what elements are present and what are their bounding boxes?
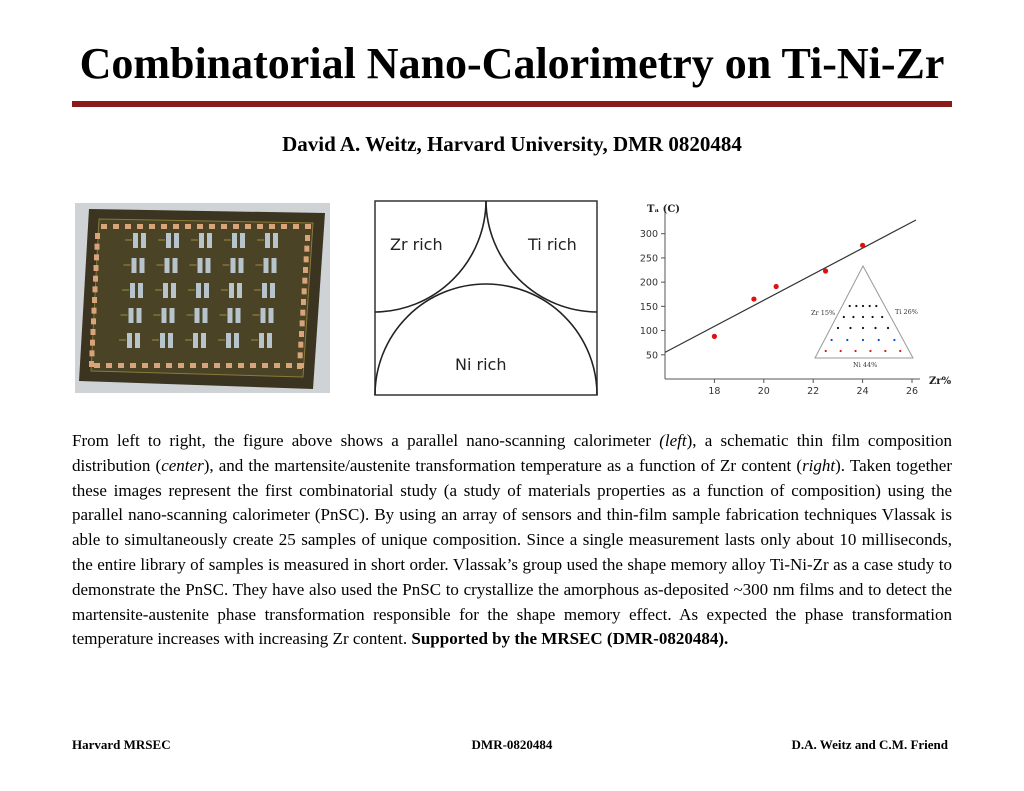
ternary-sample-dot xyxy=(877,338,880,342)
inset-label-ni: Ni 44% xyxy=(853,361,877,369)
chart-y-tick-label: 200 xyxy=(640,278,658,289)
chart-data-point xyxy=(711,333,717,339)
chart-y-tick-label: 50 xyxy=(646,350,658,361)
ternary-sample-dot xyxy=(869,349,872,353)
text-part-1: From left to right, the figure above sho… xyxy=(72,431,660,450)
footer-center: DMR-0820484 xyxy=(471,737,553,752)
text-part-4: ). Taken together these images represent… xyxy=(72,455,952,649)
chart-data-point xyxy=(860,242,866,248)
text-part-3: ), and the martensite/austenite transfor… xyxy=(203,455,803,475)
ternary-sample-dot xyxy=(861,338,865,342)
chart-x-label: Zr% xyxy=(929,376,952,387)
figure-description: From left to right, the figure above sho… xyxy=(72,429,952,652)
calorimeter-chip-photo xyxy=(75,203,330,393)
author-line: David A. Weitz, Harvard University, DMR … xyxy=(282,132,742,156)
ternary-sample-dot xyxy=(846,338,849,342)
chart-x-tick-label: 24 xyxy=(857,386,869,397)
ternary-sample-dot xyxy=(893,338,896,342)
ternary-sample-dot xyxy=(899,349,902,353)
ternary-inset: Zr 15% Ti 26% Ni 44% xyxy=(811,264,918,369)
chart-x-tick-label: 26 xyxy=(906,386,918,397)
fit-line xyxy=(664,219,917,353)
ternary-sample-dot xyxy=(875,304,878,308)
footer-right: D.A. Weitz and C.M. Friend xyxy=(791,737,948,752)
chart-y-tick-label: 250 xyxy=(640,253,658,264)
ternary-sample-dot xyxy=(884,349,887,353)
text-left: (left xyxy=(659,431,687,450)
chart-x-tick-label: 20 xyxy=(758,386,770,397)
chart-data-point xyxy=(751,296,757,302)
inset-label-zr: Zr 15% xyxy=(811,309,835,317)
composition-schematic: Zr rich Ti rich Ni rich xyxy=(374,200,598,396)
ternary-sample-dot xyxy=(830,338,833,342)
ternary-sample-dot xyxy=(848,304,851,308)
ternary-sample-dot xyxy=(836,326,840,330)
chart-x-tick-label: 22 xyxy=(807,386,819,397)
ternary-sample-dot xyxy=(854,349,857,353)
ternary-sample-dot xyxy=(871,315,874,319)
chart-data-point xyxy=(822,268,829,274)
ternary-sample-dot xyxy=(886,326,890,330)
chart-x-tick-label: 18 xyxy=(708,386,720,397)
schematic-label-ti: Ti rich xyxy=(527,235,577,254)
ternary-sample-dot xyxy=(839,349,842,353)
ternary-sample-dot xyxy=(874,326,877,330)
ternary-sample-dot xyxy=(861,326,865,330)
text-right: right xyxy=(802,455,836,475)
schematic-label-ni: Ni rich xyxy=(455,355,506,374)
chart-y-tick-label: 300 xyxy=(640,229,658,240)
ternary-sample-dot xyxy=(881,315,884,319)
title-divider xyxy=(72,101,952,107)
chart-y-label: Tₐ (C) xyxy=(647,204,680,215)
chart-y-tick-label: 150 xyxy=(640,302,658,313)
ternary-sample-dot xyxy=(861,315,865,319)
ternary-sample-dot xyxy=(824,349,827,353)
schematic-label-zr: Zr rich xyxy=(390,235,443,254)
inset-label-ti: Ti 26% xyxy=(895,308,918,316)
ternary-sample-dot xyxy=(861,304,865,308)
ternary-sample-dot xyxy=(855,304,858,308)
chart-data-point xyxy=(773,283,779,290)
chart-y-tick-label: 100 xyxy=(640,326,658,337)
transformation-temperature-chart: 18 20 22 24 26 50 100 150 200 250 300 Tₐ (C) Zr% Z… xyxy=(640,204,952,397)
page-title: Combinatorial Nano-Calorimetry on Ti-Ni-… xyxy=(79,39,945,88)
ternary-sample-dot xyxy=(849,326,852,330)
text-part-2: ), a schematic thin film composition dis… xyxy=(72,431,952,475)
ternary-sample-dot xyxy=(852,315,855,319)
text-center: center xyxy=(161,455,204,475)
ternary-sample-dot xyxy=(842,315,845,319)
footer-left: Harvard MRSEC xyxy=(72,737,171,752)
support-statement: Supported by the MRSEC (DMR-0820484). xyxy=(411,629,729,649)
ternary-sample-dot xyxy=(868,304,871,308)
